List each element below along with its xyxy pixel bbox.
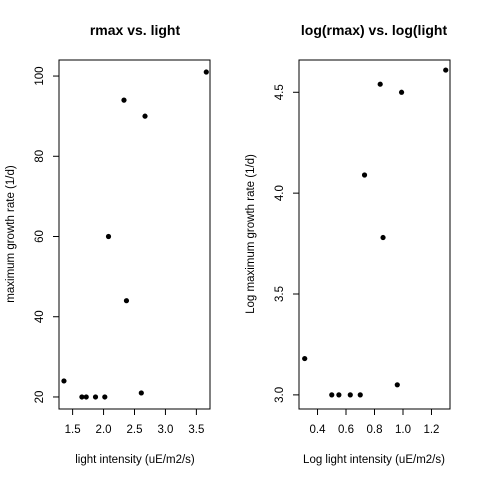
y-tick-label: 3.5 <box>274 286 286 302</box>
y-tick-label: 3.0 <box>274 387 286 403</box>
x-tick-label: 2.5 <box>127 424 143 436</box>
data-point <box>329 392 335 398</box>
panel-rmax-vs-light: rmax vs. light light intensity (uE/m2/s)… <box>5 22 211 466</box>
data-point <box>361 172 368 178</box>
x-tick-label: 3.0 <box>157 424 173 436</box>
data-point <box>142 113 148 119</box>
y-tick-label: 40 <box>34 310 46 323</box>
data-points <box>61 69 209 400</box>
data-point <box>398 89 405 95</box>
data-point <box>347 392 353 398</box>
data-point <box>302 355 308 362</box>
x-tick-label: 0.4 <box>310 424 327 436</box>
data-point <box>443 67 449 73</box>
x-tick-label: 1.2 <box>423 424 439 436</box>
y-tick-label: 20 <box>34 391 46 404</box>
data-point <box>138 390 144 396</box>
y-tick-label: 100 <box>34 66 46 85</box>
x-tick-label: 1.0 <box>395 424 411 436</box>
data-point <box>92 394 99 400</box>
y-tick-label: 80 <box>34 150 46 163</box>
panel-log-rmax-vs-log-light: log(rmax) vs. log(light Log light intens… <box>245 22 451 466</box>
chart-title: log(rmax) vs. log(light <box>301 22 448 38</box>
data-point <box>394 382 400 388</box>
data-point <box>83 394 89 400</box>
data-point <box>203 69 209 75</box>
data-point <box>102 394 108 400</box>
y-tick-label: 60 <box>34 230 46 243</box>
data-point <box>105 233 112 240</box>
data-point <box>61 378 67 384</box>
x-tick-label: 3.5 <box>188 424 204 436</box>
y-axis-ticks: 3.0 3.5 4.0 4.5 <box>274 84 299 403</box>
data-point <box>121 97 127 103</box>
x-axis-ticks: 1.5 2.0 2.5 3.0 3.5 <box>65 409 204 436</box>
x-tick-label: 0.8 <box>367 424 383 436</box>
y-axis-label: Log maximum growth rate (1/d) <box>245 154 257 314</box>
data-point <box>357 392 363 398</box>
x-tick-label: 2.0 <box>96 424 112 436</box>
data-point <box>123 298 130 304</box>
x-tick-label: 1.5 <box>65 424 81 436</box>
plot-frame <box>298 59 451 410</box>
y-axis-label: maximum growth rate (1/d) <box>5 165 17 303</box>
chart-title: rmax vs. light <box>90 22 181 38</box>
data-point <box>377 81 383 87</box>
y-tick-label: 4.5 <box>274 84 286 100</box>
x-axis-label: Log light intensity (uE/m2/s) <box>303 454 445 466</box>
plot-frame <box>58 59 211 410</box>
data-point <box>336 392 342 398</box>
x-axis-ticks: 0.4 0.6 0.8 1.0 1.2 <box>310 409 439 436</box>
x-axis-label: light intensity (uE/m2/s) <box>75 454 195 466</box>
data-points <box>302 67 449 398</box>
data-point <box>380 234 386 241</box>
y-tick-label: 4.0 <box>274 185 286 201</box>
y-axis-ticks: 20 40 60 80 100 <box>34 66 59 403</box>
data-point <box>79 394 85 400</box>
x-tick-label: 0.6 <box>338 424 354 436</box>
